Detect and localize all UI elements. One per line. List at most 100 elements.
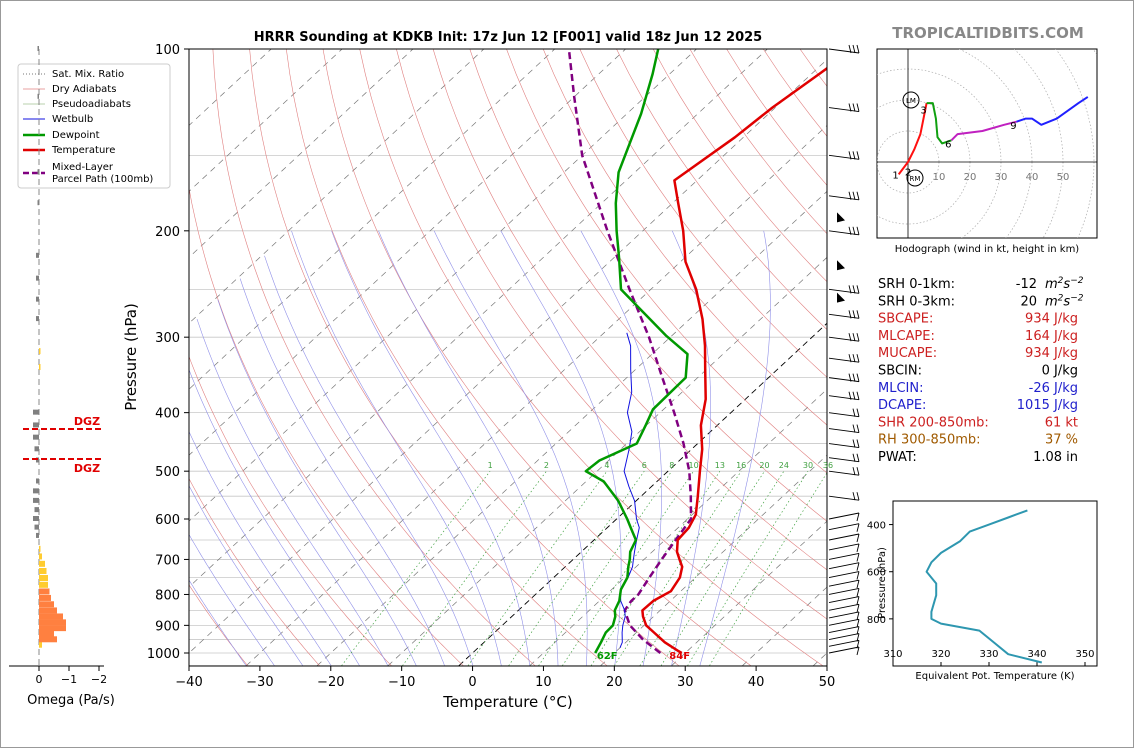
wind-barb-flag (837, 292, 845, 303)
wind-barb-feather (856, 424, 860, 433)
moist-adiabat (189, 485, 304, 666)
x-tick-label: −10 (388, 675, 415, 690)
index-name: MLCAPE: (878, 329, 935, 344)
mixing-ratio-line (467, 470, 608, 666)
wind-barb-feather (848, 191, 852, 200)
omega-bar (39, 594, 51, 601)
wind-barb (828, 543, 860, 553)
hodograph-segment (926, 102, 952, 145)
theta-e-y-tick-label: 400 (867, 521, 886, 532)
hodograph-ring-label: 20 (964, 172, 977, 183)
dry-adiabat (432, 49, 827, 571)
hodograph-plot-area: 10 20 30 40 50 1 2 3 6 9 LM RM (877, 49, 1097, 238)
theta-e-panel: 310 320 330 340 350 400 600 800 (867, 500, 1098, 667)
wind-barb-feather (848, 373, 852, 382)
theta-e-x-tick-label: 340 (1027, 649, 1046, 660)
wind-barb-shaft (828, 646, 860, 654)
theta-e-y-axis-label: Pressure (hPa) (877, 547, 888, 619)
x-tick-label: 10 (535, 675, 552, 690)
wind-barb (828, 533, 860, 543)
wind-barb-shaft (828, 470, 860, 476)
wind-barb-feather (852, 492, 856, 501)
wind-barb-feather (852, 103, 856, 112)
mixing-ratio-line (660, 471, 785, 666)
wind-barb (828, 562, 860, 571)
wind-barb (828, 596, 860, 605)
wind-barb-shaft (828, 611, 860, 619)
wind-barb (828, 512, 860, 522)
index-value: 61 kt (1045, 415, 1078, 430)
theta-e-x-axis-label: Equivalent Pot. Temperature (K) (915, 671, 1074, 682)
dry-adiabat (189, 186, 464, 666)
wind-barb-feather (848, 151, 852, 160)
hodograph-height-label: 6 (945, 139, 951, 150)
wind-barb-shaft (828, 571, 860, 578)
legend-parcel-path: Parcel Path (100mb) (52, 174, 153, 185)
wind-barb-shaft (828, 523, 860, 531)
wind-barb-shaft (828, 395, 860, 401)
isotherm-line (189, 49, 626, 456)
y-tick-label: 800 (155, 588, 180, 603)
omega-x-tick-label: −1 (61, 673, 77, 686)
wind-barb (828, 354, 860, 363)
hodograph-panel: 10 20 30 40 50 1 2 3 6 9 LM RM (876, 48, 1098, 239)
wind-barb-shaft (828, 443, 860, 448)
y-tick-label: 500 (155, 465, 180, 480)
omega-bar-negative (34, 524, 39, 530)
wind-barbs (828, 44, 860, 656)
omega-bar-negative (34, 507, 39, 513)
isotherm-line (387, 256, 827, 666)
wind-barb (828, 646, 860, 656)
index-name: MLCIN: (878, 381, 923, 396)
moist-adiabat (239, 278, 445, 666)
index-value: 0 J/kg (1042, 364, 1078, 379)
skewt-y-axis-label: Pressure (hPa) (122, 303, 140, 411)
dry-adiabat (286, 49, 680, 666)
wind-barb-feather (848, 44, 852, 54)
wind-barb-feather (856, 333, 860, 342)
wind-barb-feather (856, 439, 860, 448)
dry-adiabat (249, 49, 608, 666)
skewt-x-axis-label: Temperature (°C) (442, 693, 572, 711)
mixing-ratio-label: 16 (736, 461, 746, 470)
wind-barb (828, 391, 860, 401)
wind-barb (828, 44, 860, 54)
index-value: 20 (1020, 294, 1037, 309)
skewt-plot-frame (188, 48, 828, 667)
omega-bar (39, 545, 41, 552)
dewpoint-profile (584, 49, 689, 654)
wind-barb-shaft (828, 552, 860, 560)
moist-adiabat (196, 319, 389, 666)
isotherm-line (189, 49, 697, 522)
omega-bar-negative (36, 296, 39, 302)
wind-barb-feather (852, 333, 856, 342)
mixing-ratio-line (538, 471, 672, 666)
mixing-ratio-label: 20 (759, 461, 769, 470)
wind-barb-feather (852, 44, 856, 54)
wind-barb (828, 618, 860, 628)
theta-e-x-tick-label: 310 (883, 649, 902, 660)
omega-bar-negative (33, 434, 39, 440)
legend-box (17, 63, 171, 189)
wind-barb (828, 467, 860, 476)
wind-barb-shaft (828, 618, 860, 626)
hodograph-height-label: 1 (892, 170, 898, 181)
wind-barb-feather (848, 391, 852, 400)
wind-barb-shaft (828, 336, 860, 342)
index-value: 164 J/kg (1025, 329, 1078, 344)
wind-barb-shaft (828, 154, 860, 160)
omega-bar-negative (33, 488, 39, 494)
wind-barb (828, 588, 860, 597)
wind-barb (828, 603, 860, 613)
index-value: 1015 J/kg (1017, 398, 1078, 413)
omega-bar-negative (34, 446, 39, 452)
omega-bar-negative (36, 532, 39, 538)
wind-barb-feather (856, 44, 860, 54)
sounding-indices: SRH 0-1km: -12 m2s−2 SRH 0-3km: 20 m2s−2 SBCAP… (878, 276, 1084, 465)
mixing-ratio-label: 30 (803, 461, 813, 470)
theta-e-y-tick-label: 800 (867, 615, 886, 626)
moist-adiabat (378, 230, 559, 666)
omega-bar-negative (33, 516, 39, 522)
wind-barb-feather (852, 285, 856, 294)
wind-barb-feather (852, 391, 856, 400)
